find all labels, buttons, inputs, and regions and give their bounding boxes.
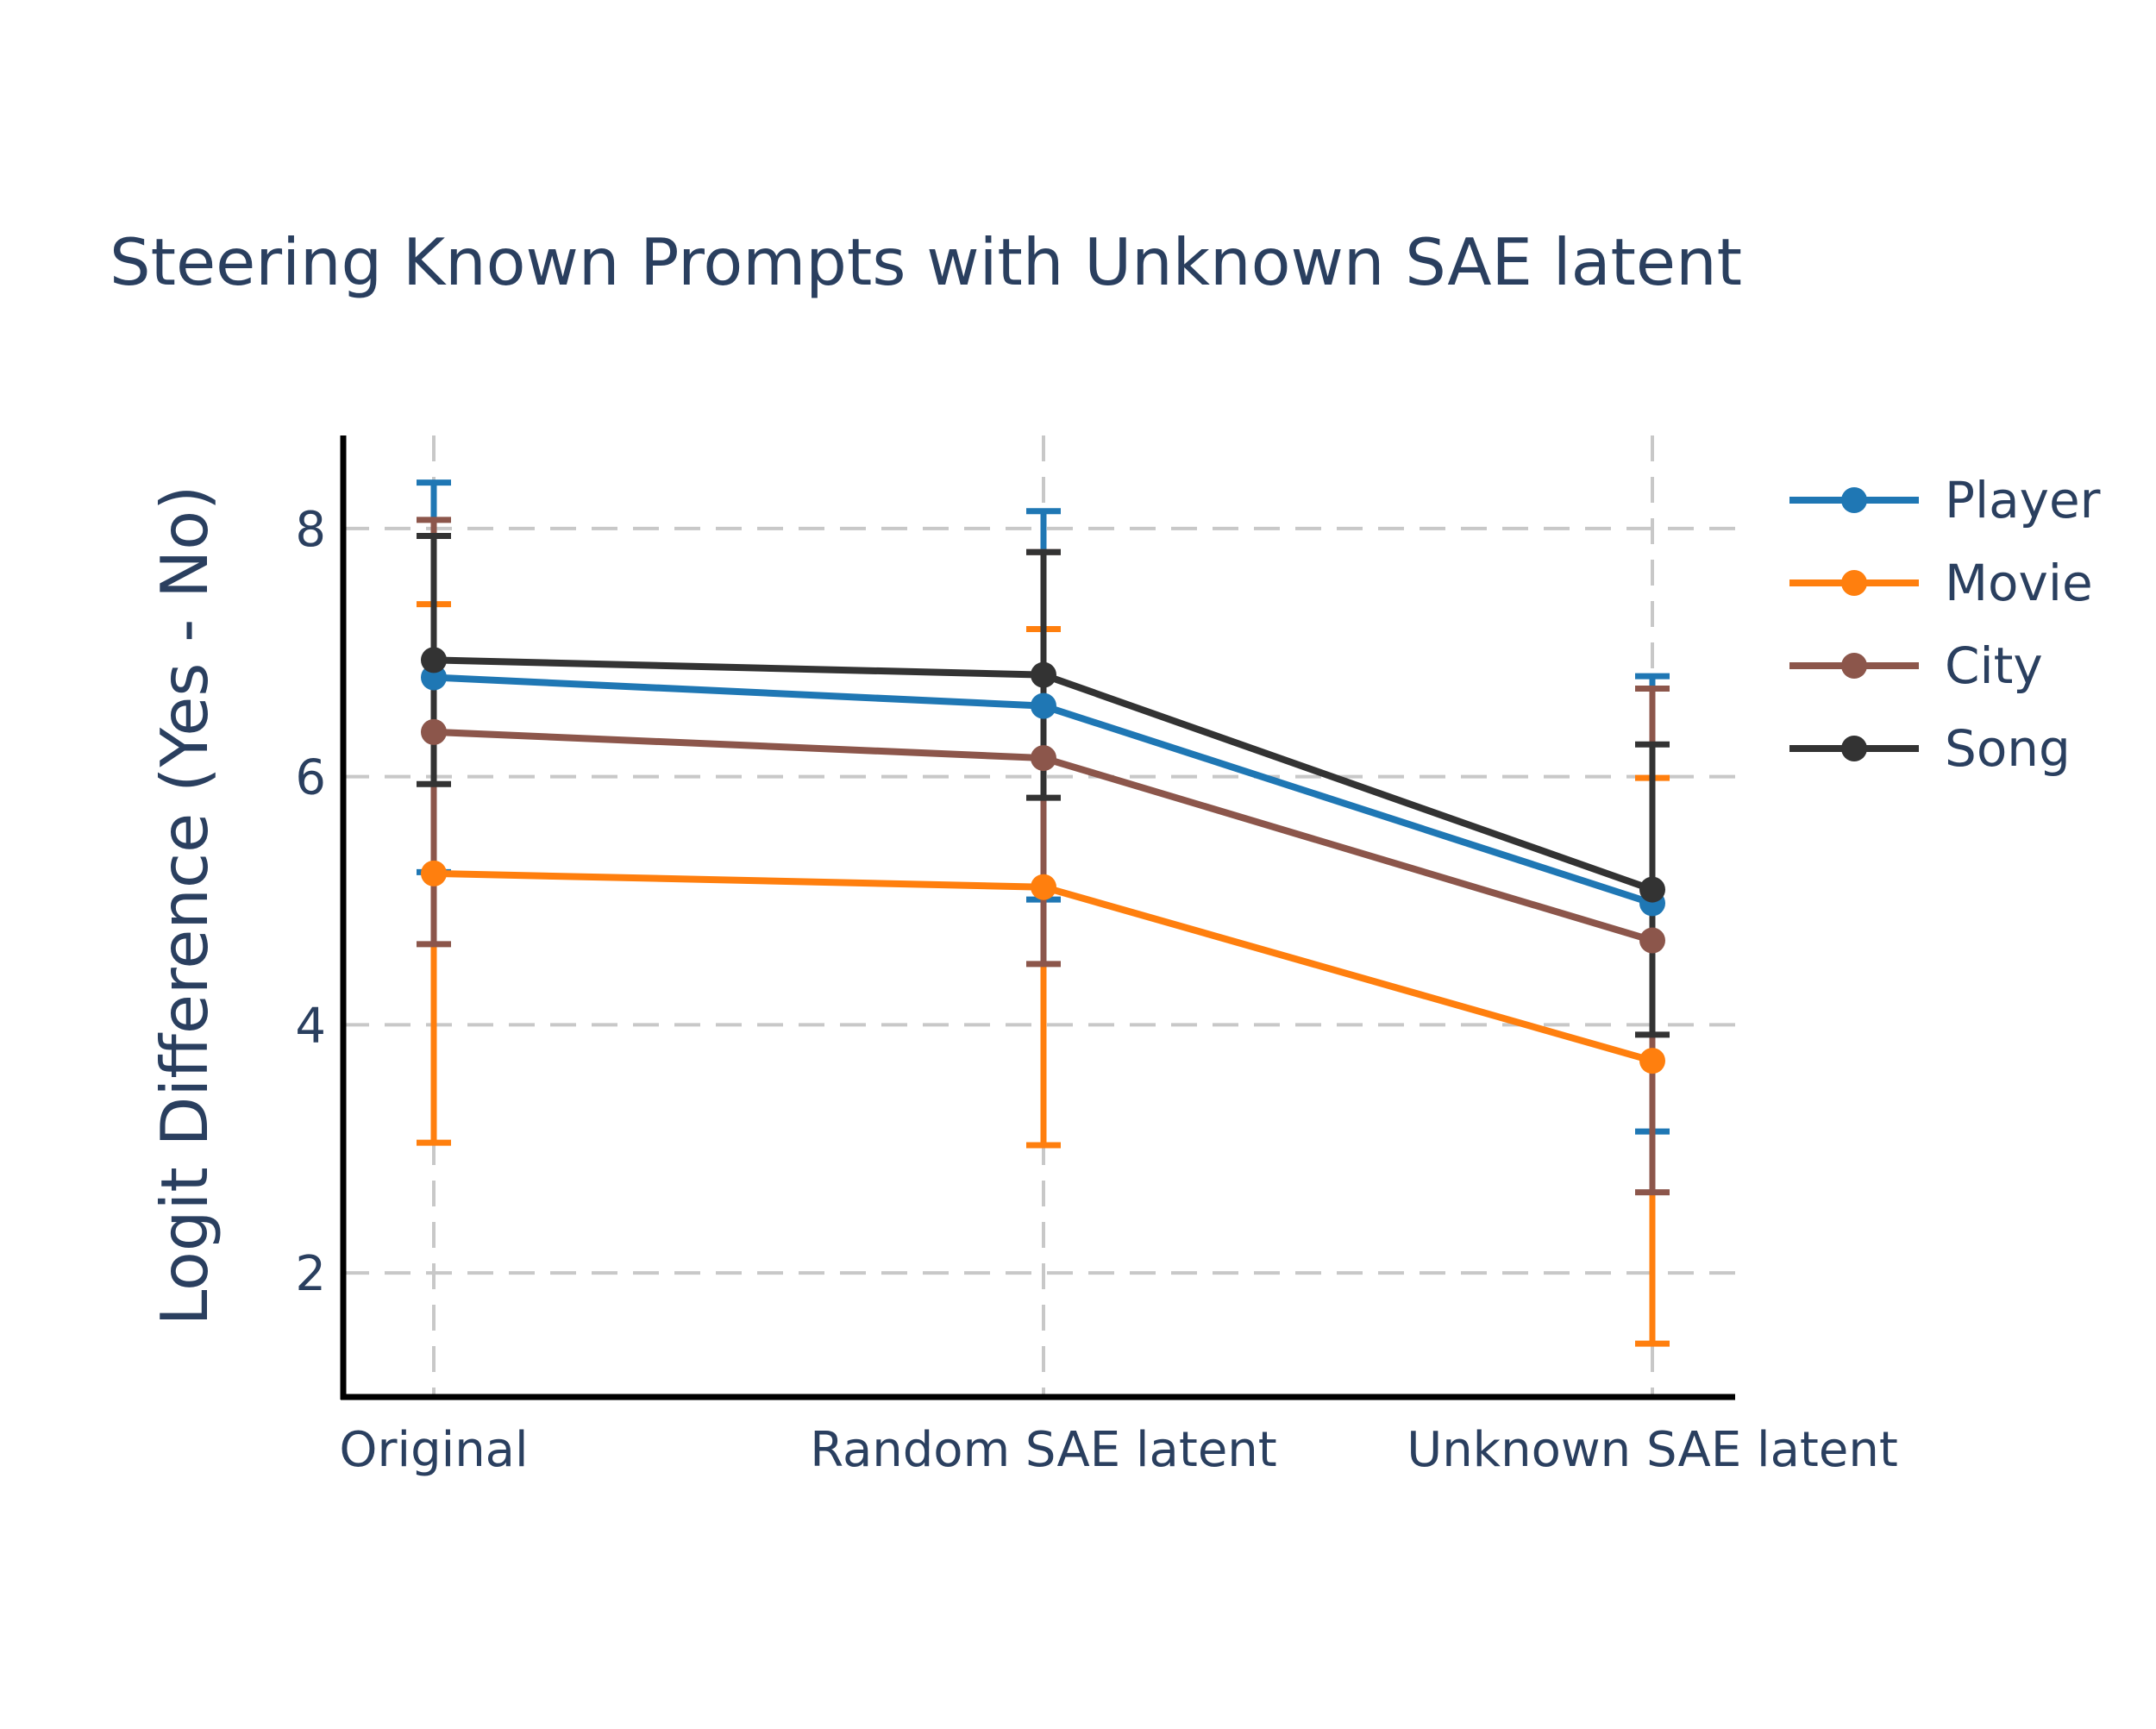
legend-label: Movie (1945, 554, 2093, 612)
grid (343, 435, 1735, 1397)
data-point-city (1639, 927, 1665, 954)
data-point-song (1639, 876, 1665, 903)
legend-label: City (1945, 636, 2043, 695)
tick-labels: 2 4 6 8 Original Random SAE latent Unknown SAE… (295, 502, 1897, 1478)
legend-swatch-marker (1841, 736, 1867, 761)
y-tick-label: 8 (295, 502, 326, 558)
legend-swatch-marker (1841, 653, 1867, 679)
legend-item-song[interactable]: Song (1789, 719, 2071, 778)
data-point-player (1031, 692, 1056, 719)
x-tick-label: Original (339, 1422, 528, 1478)
legend-item-city[interactable]: City (1789, 636, 2043, 695)
data-points (421, 647, 1665, 1074)
legend-swatch-marker (1841, 487, 1867, 513)
legend-swatch-marker (1841, 570, 1867, 596)
data-point-song (421, 647, 447, 673)
x-tick-label: Unknown SAE latent (1407, 1422, 1898, 1478)
data-point-song (1031, 661, 1056, 688)
data-point-movie (1031, 874, 1056, 900)
legend-label: Player (1945, 471, 2101, 529)
data-point-movie (1639, 1048, 1665, 1074)
data-point-city (1031, 745, 1056, 772)
legend-item-player[interactable]: Player (1789, 471, 2101, 529)
data-point-city (421, 718, 447, 745)
y-tick-label: 4 (295, 998, 326, 1054)
y-axis-label: Logit Difference (Yes - No) (147, 485, 222, 1326)
x-tick-label: Random SAE latent (810, 1422, 1276, 1478)
axes (340, 435, 1735, 1400)
y-tick-label: 2 (295, 1246, 326, 1302)
legend-label: Song (1945, 719, 2071, 778)
legend-item-movie[interactable]: Movie (1789, 554, 2093, 612)
data-point-movie (421, 860, 447, 886)
error-bars (417, 479, 1670, 1347)
legend[interactable]: Player Movie City Song (1789, 471, 2101, 778)
chart-title: Steering Known Prompts with Unknown SAE … (110, 224, 1742, 300)
y-tick-label: 6 (295, 750, 326, 806)
